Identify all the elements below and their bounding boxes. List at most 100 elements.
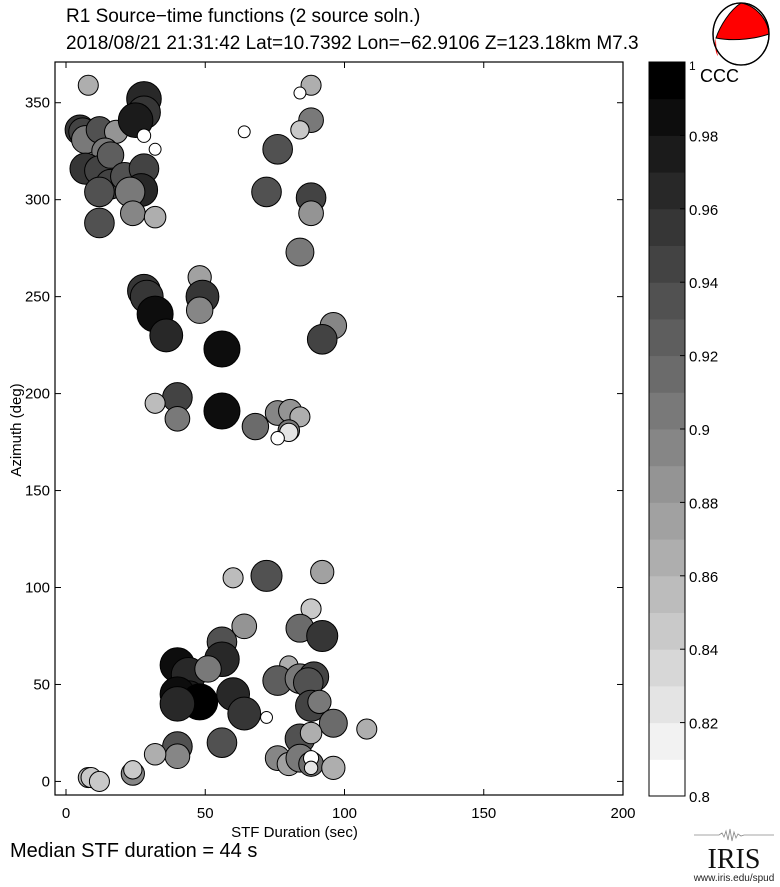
colorbar-band-12 [649,318,685,357]
colorbar-band-3 [649,649,685,687]
data-point-45 [144,392,166,414]
data-point-46 [164,405,191,432]
x-tick-label: 0 [62,805,70,822]
data-point-33 [285,237,315,267]
data-point-43 [203,330,241,368]
data-point-80 [307,689,332,715]
y-tick-label: 350 [25,95,50,112]
data-point-9 [136,128,152,143]
colorbar-tick-label: 0.82 [689,716,718,733]
data-point-14 [96,141,125,169]
colorbar-band-10 [649,392,685,430]
data-point-82 [356,718,378,740]
data-point-10 [148,142,162,156]
colorbar-tick-label: 0.86 [689,569,718,586]
data-point-73 [260,710,273,724]
data-point-58 [300,598,322,620]
y-tick-label: 50 [33,676,50,693]
x-tick-label: 100 [332,805,357,822]
data-point-25 [293,86,307,100]
data-point-20 [84,176,115,208]
data-point-30 [251,176,282,208]
data-point-87 [143,743,167,766]
data-point-0 [77,74,99,96]
iris-url: www.iris.edu/spud [693,873,775,884]
colorbar-band-16 [649,172,685,210]
data-point-56 [250,559,283,592]
colorbar-tick-label: 0.92 [689,349,718,366]
colorbar-band-17 [649,135,685,173]
iris-logo-text: IRIS [707,844,761,875]
data-point-24 [300,74,322,96]
data-point-47 [203,392,241,430]
chart-subtitle: 2018/08/21 21:31:42 Lat=10.7392 Lon=−62.… [66,33,639,54]
data-point-88 [206,727,238,758]
data-point-23 [143,205,167,229]
data-point-70 [159,686,196,722]
y-tick-label: 200 [25,386,50,403]
colorbar-band-15 [649,208,685,246]
colorbar-tick-label: 0.88 [689,495,718,512]
data-point-21 [84,207,115,239]
colorbar-tick-label: 0.96 [689,202,718,219]
data-point-61 [306,619,339,653]
data-point-39 [185,296,214,324]
colorbar-band-5 [649,575,685,613]
data-point-95 [321,755,346,780]
data-point-72 [227,696,262,731]
y-tick-label: 150 [25,483,50,500]
data-point-32 [298,200,324,227]
data-point-29 [262,133,293,165]
iris-logo: IRIS www.iris.edu/spud [690,828,778,886]
colorbar-band-7 [649,502,685,540]
colorbar-tick-label: 0.9 [689,422,710,439]
colorbar-tick-label: 0.84 [689,642,718,659]
colorbar-band-11 [649,355,685,393]
y-axis-label: Azimuth (deg) [8,383,25,476]
colorbar-band-4 [649,612,685,650]
data-point-28 [290,120,310,140]
seismogram-icon [694,828,774,842]
colorbar-band-2 [649,685,685,724]
data-point-48 [241,412,270,441]
data-point-100 [88,770,110,792]
data-point-54 [270,431,285,446]
y-tick-label: 0 [42,773,50,790]
median-stf-duration: Median STF duration = 44 s [10,840,258,862]
colorbar-band-14 [649,245,685,283]
data-point-81 [318,708,348,738]
colorbar-band-13 [649,282,685,320]
focal-mechanism-beachball [712,2,770,66]
colorbar-tick-label: 1 [689,59,696,73]
data-point-57 [310,559,335,585]
colorbar-band-1 [649,722,685,760]
colorbar-label: CCC [700,66,739,86]
colorbar-tick-label: 0.94 [689,275,718,292]
x-tick-label: 150 [471,805,496,822]
colorbar-tick-label: 0.8 [689,789,710,806]
data-point-22 [119,200,146,227]
x-axis-label: STF Duration (sec) [231,824,358,841]
y-tick-label: 300 [25,192,50,209]
colorbar-tick-label: 0.98 [689,128,718,145]
colorbar-band-6 [649,539,685,577]
x-tick-label: 200 [610,805,635,822]
data-point-94 [303,760,319,776]
data-point-66 [194,655,222,683]
data-point-97 [123,760,143,780]
y-tick-label: 250 [25,289,50,306]
x-tick-label: 50 [197,805,214,822]
data-point-26 [237,125,251,139]
colorbar-band-18 [649,98,685,136]
data-point-86 [164,743,191,770]
data-point-59 [231,613,258,640]
colorbar-band-0 [649,759,685,797]
colorbar-band-9 [649,429,685,467]
colorbar-band-19 [649,62,685,100]
y-tick-label: 100 [25,580,50,597]
data-point-55 [222,567,244,589]
chart-title: R1 Source−time functions (2 source soln.… [66,6,421,27]
data-point-40 [149,318,184,353]
